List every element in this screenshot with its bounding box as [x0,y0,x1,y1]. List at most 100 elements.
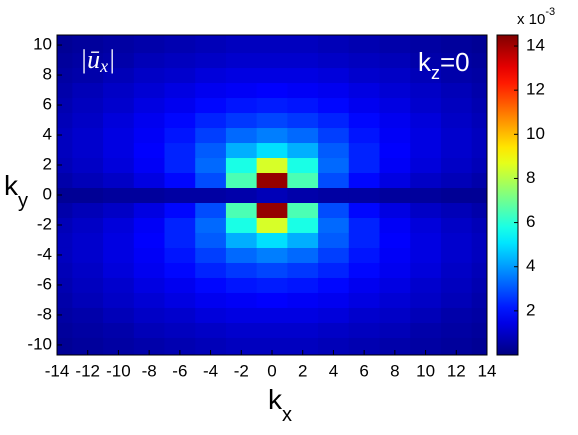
cell [164,52,196,69]
cell [195,97,227,114]
cell [225,67,258,84]
cell [410,142,442,159]
cell [379,307,411,323]
cell [348,157,380,174]
cell [164,142,196,159]
cell [287,157,319,174]
cell [256,322,288,338]
cell [256,247,288,263]
cell [133,157,165,174]
cell [287,142,319,159]
cell [287,52,319,69]
cell [471,337,487,355]
cell [256,35,288,54]
cell [72,322,104,338]
cell [133,262,165,278]
cell [471,127,487,144]
cell [318,292,350,308]
cell [164,292,196,308]
cell [225,307,258,323]
cell [225,127,258,144]
cell [410,277,442,293]
cell [225,292,258,308]
cell [195,187,227,203]
cell [225,322,258,338]
cell [287,292,319,308]
heatmap [57,35,487,355]
cell [133,142,165,159]
cell [287,307,319,323]
cell [72,247,104,263]
cell [164,247,196,263]
cell [287,202,319,218]
cell [195,157,227,174]
cell [410,97,442,114]
cell [471,232,487,248]
y-tick-label: -10 [27,334,52,353]
cell [195,277,227,293]
cell [410,262,442,278]
cell [72,35,104,54]
cell [103,35,135,54]
cell [103,307,135,323]
cell [379,52,411,69]
cell [440,292,473,308]
cell [348,187,380,203]
cell [225,217,258,233]
cell [440,262,473,278]
cell [133,292,165,308]
colorbar-tick-label: 4 [526,256,535,275]
cell [440,52,473,69]
cell [256,202,288,218]
cell [379,247,411,263]
cell [256,52,288,69]
cell [348,82,380,99]
cell [287,247,319,263]
cell [318,112,350,129]
cell [164,202,196,218]
cell [195,247,227,263]
cell [379,172,411,189]
cell [225,112,258,129]
cell [57,322,73,338]
cell [103,277,135,293]
cell [471,322,487,338]
cell [287,277,319,293]
cell [440,337,473,355]
x-tick-label: -12 [75,361,100,380]
cell [379,232,411,248]
y-tick-label: 6 [43,95,52,114]
cell [72,157,104,174]
cell [57,292,73,308]
cell [72,187,104,203]
cell [318,142,350,159]
cell [379,217,411,233]
y-tick-label: 2 [43,154,52,173]
cell [164,262,196,278]
cell [195,232,227,248]
cell [133,127,165,144]
cell [164,172,196,189]
cell [287,187,319,203]
cell [318,127,350,144]
cell [348,292,380,308]
cell [57,217,73,233]
annotation-sub: z [431,63,440,83]
axis-label-text: k [268,384,283,415]
cell [225,202,258,218]
cell [471,307,487,323]
cell [379,337,411,355]
cell [133,35,165,54]
cell [379,142,411,159]
cell [195,307,227,323]
x-axis-label: kx [268,384,292,426]
cell [348,307,380,323]
cell [133,97,165,114]
cell [256,157,288,174]
cell [256,217,288,233]
cell [133,277,165,293]
cell [471,172,487,189]
cell [410,82,442,99]
x-tick-label: 12 [447,361,466,380]
cell [348,142,380,159]
